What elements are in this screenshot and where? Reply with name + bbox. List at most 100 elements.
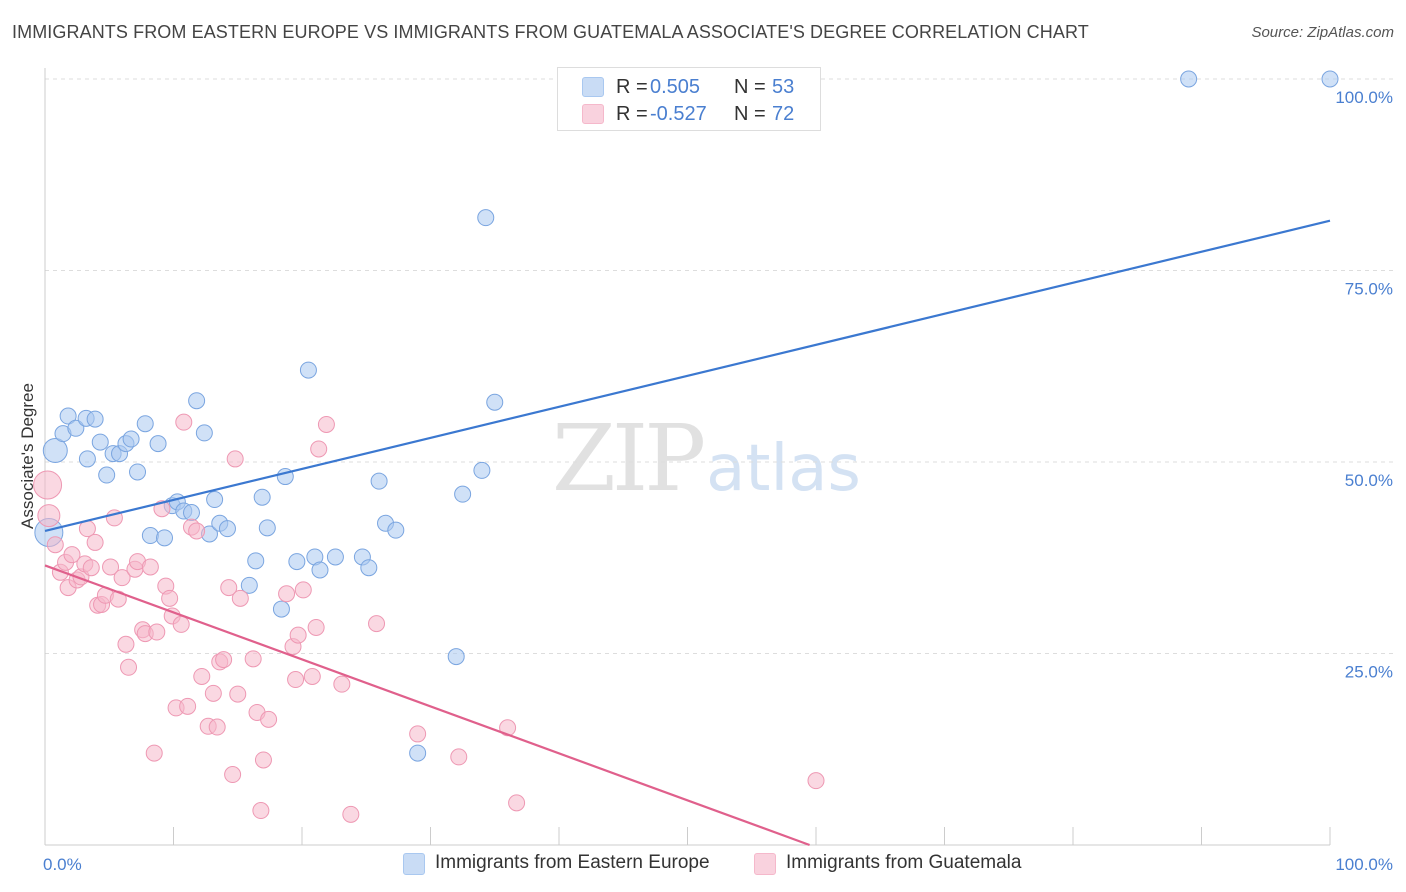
point-guatemala [204, 684, 222, 702]
point-guatemala [33, 470, 63, 500]
point-guatemala [231, 589, 249, 607]
point-eastern-europe [188, 392, 206, 410]
point-guatemala [117, 635, 135, 653]
point-eastern-europe [473, 461, 491, 479]
point-guatemala [508, 794, 526, 812]
point-eastern-europe [122, 430, 140, 448]
legend-swatch-eastern-europe [403, 853, 425, 875]
point-eastern-europe [206, 491, 224, 509]
point-eastern-europe [86, 410, 104, 428]
y-tick-label: 75.0% [1345, 280, 1393, 299]
stats-swatch-eastern-europe [582, 77, 604, 97]
n-value: 53 [772, 76, 795, 98]
point-eastern-europe [326, 548, 344, 566]
point-guatemala [260, 710, 278, 728]
point-guatemala [252, 802, 270, 820]
point-eastern-europe [136, 415, 154, 433]
legend-swatch-guatemala [754, 853, 776, 875]
point-guatemala [244, 650, 262, 668]
point-guatemala [148, 623, 166, 641]
point-eastern-europe [299, 361, 317, 379]
point-guatemala [310, 440, 328, 458]
point-guatemala [46, 536, 64, 554]
point-guatemala [254, 751, 272, 769]
point-eastern-europe [195, 424, 213, 442]
point-guatemala [278, 585, 296, 603]
r-label: R = [616, 103, 648, 125]
point-guatemala [307, 618, 325, 636]
point-eastern-europe [240, 576, 258, 594]
source-label: Source: ZipAtlas.com [1251, 24, 1394, 41]
r-label: R = [616, 76, 648, 98]
point-eastern-europe [141, 527, 159, 545]
x-tick-label: 0.0% [43, 855, 82, 874]
point-eastern-europe [409, 744, 427, 762]
point-eastern-europe [360, 559, 378, 577]
point-eastern-europe [477, 209, 495, 227]
point-guatemala [102, 558, 120, 576]
y-tick-label: 50.0% [1345, 471, 1393, 490]
point-guatemala [807, 772, 825, 790]
point-eastern-europe [387, 521, 405, 539]
point-eastern-europe [447, 648, 465, 666]
point-eastern-europe [67, 419, 85, 437]
point-eastern-europe [253, 488, 271, 506]
point-guatemala [342, 805, 360, 823]
point-eastern-europe [258, 519, 276, 537]
trend-line-guatemala [44, 564, 810, 847]
r-value: 0.505 [650, 76, 701, 98]
point-eastern-europe [1321, 70, 1339, 88]
point-eastern-europe [272, 600, 290, 618]
point-guatemala [113, 569, 131, 587]
stats-swatch-guatemala [582, 104, 604, 124]
point-eastern-europe [156, 529, 174, 547]
y-tick-label: 25.0% [1345, 663, 1393, 682]
chart-title: IMMIGRANTS FROM EASTERN EUROPE VS IMMIGR… [12, 22, 1089, 42]
y-tick-label: 100.0% [1335, 88, 1393, 107]
point-eastern-europe [91, 433, 109, 451]
x-tick-label: 100.0% [1335, 855, 1393, 874]
point-guatemala [409, 725, 427, 743]
point-guatemala [229, 685, 247, 703]
point-guatemala [120, 658, 138, 676]
legend-label: Immigrants from Eastern Europe [435, 852, 710, 873]
point-guatemala [161, 589, 179, 607]
point-guatemala [287, 671, 305, 689]
point-guatemala [37, 504, 61, 528]
point-guatemala [208, 718, 226, 736]
point-guatemala [303, 667, 321, 685]
point-guatemala [220, 579, 238, 597]
point-eastern-europe [78, 450, 96, 468]
stats-box: R = 0.505 N = 53 R = -0.527 N = 72 [557, 67, 821, 131]
n-label: N = [734, 103, 766, 125]
point-eastern-europe [98, 466, 116, 484]
point-guatemala [141, 558, 159, 576]
point-eastern-europe [218, 520, 236, 538]
point-eastern-europe [311, 561, 329, 579]
point-guatemala [450, 748, 468, 766]
point-guatemala [172, 615, 190, 633]
point-guatemala [145, 744, 163, 762]
point-guatemala [333, 675, 351, 693]
point-guatemala [499, 719, 517, 737]
point-eastern-europe [247, 552, 265, 570]
point-eastern-europe [288, 553, 306, 571]
point-guatemala [294, 581, 312, 599]
n-value: 72 [772, 103, 795, 125]
point-guatemala [368, 615, 386, 633]
point-guatemala [179, 697, 197, 715]
point-eastern-europe [59, 407, 77, 425]
point-guatemala [188, 522, 206, 540]
point-eastern-europe [1180, 70, 1198, 88]
point-eastern-europe [182, 504, 200, 522]
n-label: N = [734, 76, 766, 98]
point-guatemala [63, 546, 81, 564]
point-guatemala [215, 651, 233, 669]
point-guatemala [193, 667, 211, 685]
r-value: -0.527 [650, 103, 707, 125]
y-axis-label: Associate's Degree [18, 383, 37, 529]
point-guatemala [317, 415, 335, 433]
trend-line-eastern-europe [44, 219, 1331, 533]
point-guatemala [175, 413, 193, 431]
